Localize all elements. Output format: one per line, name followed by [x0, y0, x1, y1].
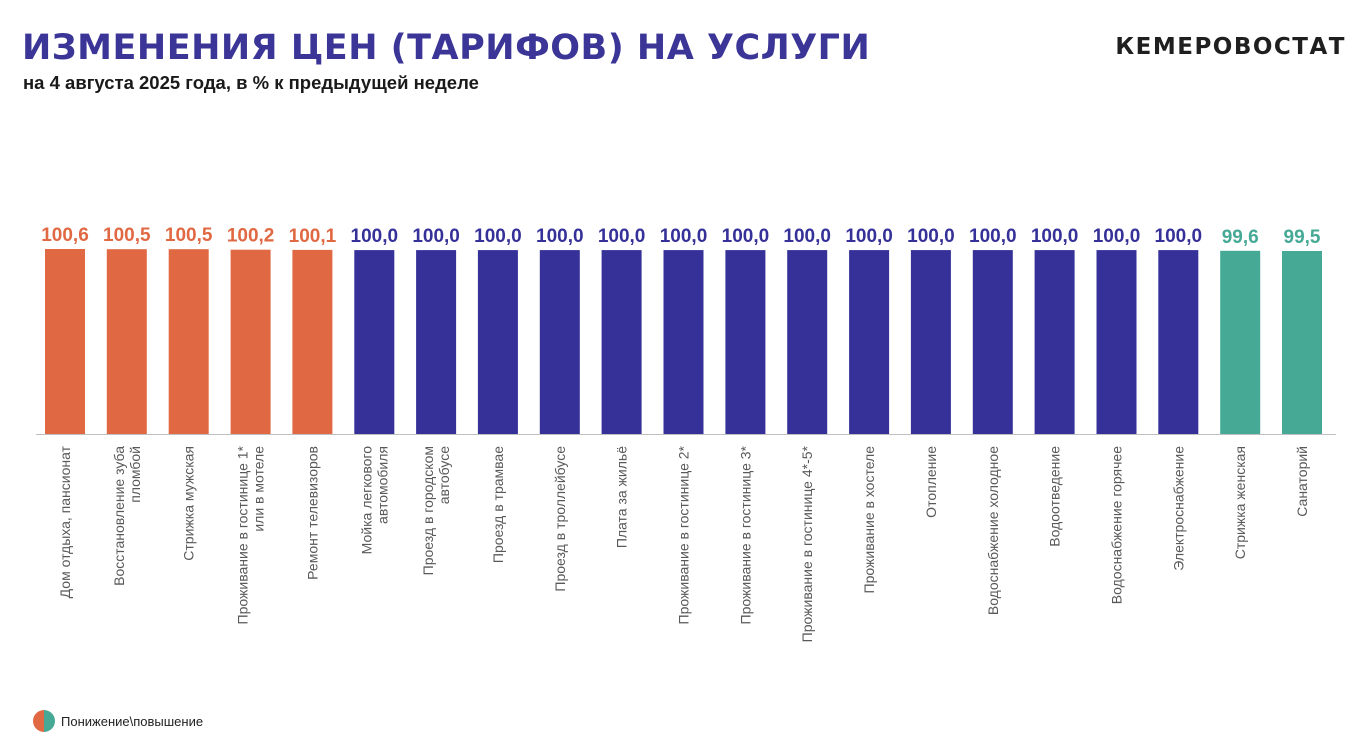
category-label: Проживание в гостинице 1*или в мотеле	[235, 445, 267, 624]
category-label: Проживание в гостинице 4*-5*	[799, 445, 815, 642]
category-label: Ремонт телевизоров	[304, 446, 320, 580]
category-label: Стрижка мужская	[181, 446, 197, 561]
bar	[663, 250, 704, 434]
category-label: Водоотведение	[1047, 446, 1063, 547]
bar	[292, 249, 333, 434]
bar	[45, 249, 85, 434]
category-label: Мойка легковогоавтомобиля	[358, 446, 390, 555]
brand-logo: КЕМЕРОВОСТАТ	[1115, 34, 1346, 60]
bar	[416, 250, 457, 434]
legend-icon-decrease-half	[44, 710, 55, 732]
data-label: 100,0	[536, 226, 584, 247]
category-label: Водоснабжение горячее	[1109, 446, 1125, 604]
data-label: 100,0	[598, 226, 646, 247]
bar	[539, 250, 580, 434]
split-circle-icon	[33, 710, 55, 732]
bar	[1034, 250, 1075, 434]
category-label: Стрижка женская	[1232, 446, 1248, 559]
data-label: 99,6	[1222, 227, 1259, 248]
bar	[477, 250, 518, 434]
bar	[849, 250, 890, 434]
data-label: 100,0	[412, 226, 460, 247]
data-label: 100,0	[660, 226, 708, 247]
category-label: Проживание в хостеле	[861, 446, 877, 594]
category-label: Дом отдыха, пансионат	[57, 445, 73, 598]
page-subtitle: на 4 августа 2025 года, в % к предыдущей…	[23, 72, 479, 93]
category-label: Проезд в трамвае	[490, 446, 506, 563]
bar	[1096, 250, 1137, 434]
bar	[910, 250, 951, 434]
bar	[601, 250, 642, 434]
bar	[725, 250, 766, 434]
data-label: 100,0	[845, 226, 893, 247]
data-label: 100,0	[1155, 226, 1203, 247]
data-label: 100,0	[351, 226, 399, 247]
data-label: 100,1	[289, 226, 337, 247]
category-label: Отопление	[923, 446, 939, 518]
data-label: 100,0	[722, 226, 770, 247]
data-label: 100,0	[1093, 226, 1141, 247]
data-label: 100,2	[227, 226, 275, 247]
category-label: Проезд в городскомавтобусе	[420, 446, 452, 576]
data-label: 100,0	[907, 226, 955, 247]
bar	[787, 250, 828, 434]
bar	[106, 249, 147, 434]
legend: Понижение\повышение	[33, 710, 203, 732]
bar	[1220, 250, 1261, 434]
bar	[1158, 250, 1199, 434]
category-label: Восстановление зубапломбой	[111, 446, 143, 586]
data-label: 100,0	[474, 226, 522, 247]
data-label: 99,5	[1284, 227, 1321, 248]
bar	[1282, 251, 1322, 434]
bar	[354, 250, 395, 434]
legend-icon-increase-half	[33, 710, 44, 732]
category-label: Плата за жильё	[614, 446, 630, 548]
bar	[972, 250, 1013, 434]
bar	[168, 249, 209, 434]
legend-label: Понижение\повышение	[61, 713, 204, 729]
data-label: 100,0	[969, 226, 1017, 247]
category-label: Проживание в гостинице 3*	[737, 445, 753, 624]
data-label: 100,0	[783, 226, 831, 247]
data-label: 100,5	[103, 225, 151, 246]
data-label: 100,6	[41, 225, 89, 246]
data-label: 100,0	[1031, 226, 1079, 247]
bar	[230, 249, 271, 434]
category-label: Электроснабжение	[1170, 446, 1186, 571]
category-label: Проживание в гостинице 2*	[676, 445, 692, 624]
category-label: Водоснабжение холодное	[985, 446, 1001, 615]
category-label: Проезд в троллейбусе	[552, 446, 568, 592]
data-label: 100,5	[165, 225, 213, 246]
page-title: ИЗМЕНЕНИЯ ЦЕН (ТАРИФОВ) НА УСЛУГИ	[22, 28, 871, 68]
category-label: Санаторий	[1294, 446, 1310, 517]
